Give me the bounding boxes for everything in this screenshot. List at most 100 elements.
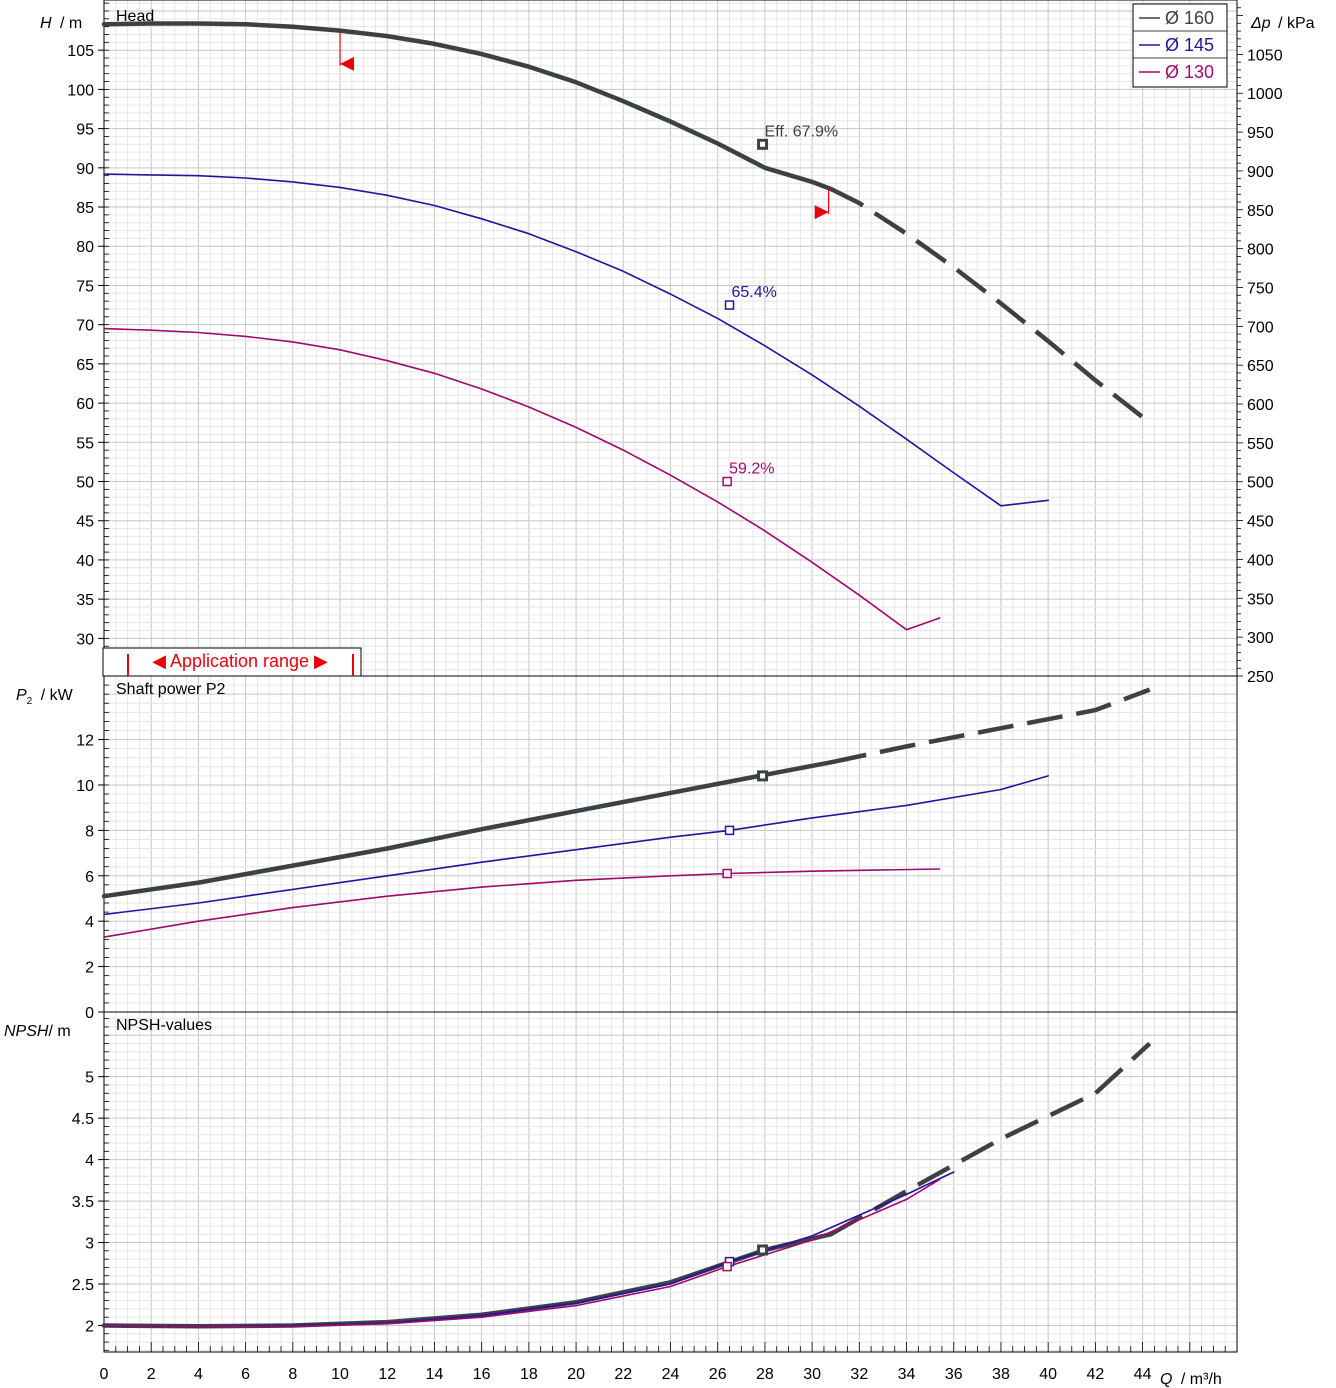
- x-axis-label-symbol: Q: [1160, 1371, 1172, 1388]
- y-tick-label-head: 40: [76, 553, 94, 570]
- series-line-d145-head: [103, 173, 1049, 507]
- x-axis-label-unit: / m³/h: [1181, 1371, 1222, 1388]
- x-tick-label: 44: [1134, 1366, 1152, 1383]
- y-tick-label-head: 50: [76, 475, 94, 492]
- y-tick-label-head: 55: [76, 435, 94, 452]
- head-ylabel: H / m: [40, 15, 82, 32]
- duty-point-d145-head: [724, 300, 735, 310]
- y2-tick-label: 250: [1247, 669, 1274, 686]
- y-tick-label-npsh: 3: [85, 1236, 94, 1253]
- y2-tick-label: 800: [1247, 242, 1274, 259]
- y2-tick-label: 900: [1247, 164, 1274, 181]
- power-ylabel-unit: / kW: [41, 687, 74, 704]
- legend-label-d145: Ø 145: [1165, 35, 1214, 55]
- x-tick-label: 28: [756, 1366, 774, 1383]
- y-tick-label-head: 100: [67, 82, 94, 99]
- y-tick-label-head: 95: [76, 122, 94, 139]
- head-panel-title: Head: [116, 8, 154, 25]
- x-tick-label: 38: [992, 1366, 1010, 1383]
- y-tick-label-power: 0: [85, 1005, 94, 1022]
- y2-tick-label: 500: [1247, 475, 1274, 492]
- y-tick-label-head: 70: [76, 318, 94, 335]
- head-y2label: Δp / kPa: [1250, 15, 1315, 32]
- series-line-d160-power: [101, 760, 834, 899]
- y2-tick-label: 450: [1247, 514, 1274, 531]
- x-tick-label: 6: [241, 1366, 250, 1383]
- npsh-ylabel-symbol: NPSH: [4, 1023, 49, 1040]
- y-tick-label-npsh: 4: [85, 1153, 94, 1170]
- x-tick-label: 32: [850, 1366, 868, 1383]
- application-range: ◀ Application range ▶: [102, 647, 362, 677]
- x-tick-label: 16: [473, 1366, 491, 1383]
- x-tick-label: 36: [945, 1366, 963, 1383]
- x-tick-label: 22: [614, 1366, 632, 1383]
- y2-tick-label: 600: [1247, 397, 1274, 414]
- application-range-label: ◀ Application range ▶: [152, 651, 328, 671]
- legend-label-d160: Ø 160: [1165, 8, 1214, 28]
- x-tick-label: 4: [194, 1366, 203, 1383]
- y-tick-label-power: 2: [85, 960, 94, 977]
- series-line-d130-power: [103, 868, 941, 938]
- y-tick-label-head: 65: [76, 357, 94, 374]
- axis-layer: 3035404550556065707580859095100105250300…: [67, 2, 1283, 1383]
- power-ylabel: P2 / kW: [16, 687, 74, 708]
- x-tick-label: 8: [288, 1366, 297, 1383]
- y2-tick-label: 1000: [1247, 86, 1283, 103]
- y-tick-label-npsh: 2.5: [72, 1277, 94, 1294]
- range-marker-arrow-left: [340, 56, 355, 71]
- duty-point-d130-power: [722, 868, 732, 879]
- y-tick-label-power: 4: [85, 914, 94, 931]
- series-extrapolated-d160-npsh: [829, 1041, 1152, 1237]
- npsh-panel-title: NPSH-values: [116, 1017, 212, 1034]
- duty-point-d130-head: [722, 476, 732, 487]
- x-tick-label: 40: [1039, 1366, 1057, 1383]
- y-tick-label-power: 12: [76, 733, 94, 750]
- duty-point-d145-power: [724, 825, 735, 836]
- y-tick-label-head: 90: [76, 161, 94, 178]
- y-tick-label-head: 35: [76, 592, 94, 609]
- y2-tick-label: 850: [1247, 203, 1274, 220]
- y2-tick-label: 750: [1247, 280, 1274, 297]
- legend: Ø 160 Ø 145 Ø 130: [1132, 3, 1228, 88]
- duty-point-d160-npsh: [757, 1244, 769, 1256]
- y-tick-label-npsh: 2: [85, 1318, 94, 1335]
- marker-layer: Eff. 67.9% 65.4% 59.2%: [339, 32, 839, 1272]
- series-extrapolated-d160-head: [829, 186, 1152, 425]
- efficiency-label-d130: 59.2%: [729, 461, 774, 478]
- series-line-d160-npsh: [101, 1231, 834, 1329]
- series-line-d145-power: [103, 775, 1049, 916]
- y2-tick-label: 400: [1247, 552, 1274, 569]
- y2-tick-label: 300: [1247, 630, 1274, 647]
- series-line-d130-npsh: [103, 1178, 941, 1328]
- series-line-d160-head: [101, 21, 834, 192]
- y2-tick-label: 1050: [1247, 47, 1283, 64]
- head-ylabel-symbol: H: [40, 15, 52, 32]
- x-tick-label: 0: [100, 1366, 109, 1383]
- y-tick-label-head: 75: [76, 278, 94, 295]
- x-tick-label: 42: [1086, 1366, 1104, 1383]
- x-tick-label: 34: [898, 1366, 916, 1383]
- y-tick-label-head: 60: [76, 396, 94, 413]
- power-ylabel-subscript: 2: [27, 696, 33, 707]
- x-tick-label: 2: [147, 1366, 156, 1383]
- x-tick-label: 10: [331, 1366, 349, 1383]
- x-axis-label: Q / m³/h: [1160, 1371, 1222, 1388]
- y2-tick-label: 950: [1247, 125, 1274, 142]
- series-extrapolated-d160-power: [830, 687, 1151, 765]
- x-tick-label: 18: [520, 1366, 538, 1383]
- legend-label-d130: Ø 130: [1165, 62, 1214, 82]
- y-tick-label-npsh: 4.5: [72, 1111, 94, 1128]
- efficiency-label-d160: Eff. 67.9%: [765, 123, 839, 140]
- y-tick-label-power: 8: [85, 823, 94, 840]
- npsh-ylabel-unit: / m: [48, 1023, 70, 1040]
- duty-point-d160-power: [757, 770, 769, 782]
- power-panel-title: Shaft power P2: [116, 681, 226, 698]
- y-tick-label-head: 30: [76, 631, 94, 648]
- y-tick-label-head: 105: [67, 43, 94, 60]
- application-range-box: [102, 647, 362, 677]
- y2-tick-label: 550: [1247, 436, 1274, 453]
- x-tick-label: 14: [426, 1366, 444, 1383]
- y-tick-label-head: 45: [76, 514, 94, 531]
- y-tick-label-head: 85: [76, 200, 94, 217]
